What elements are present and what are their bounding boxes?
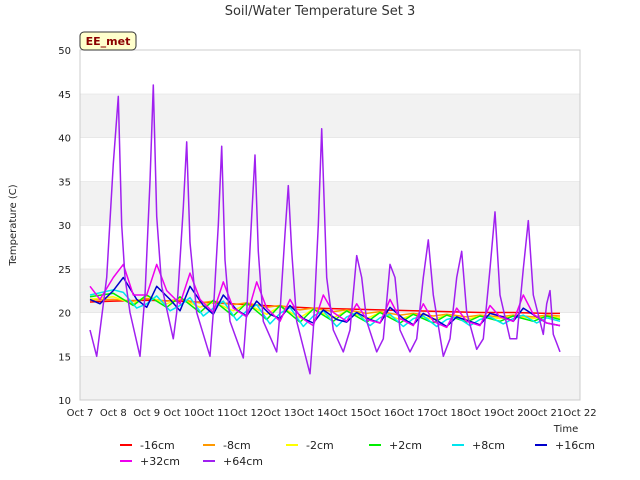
series-line-plus64cm [89, 84, 561, 375]
x-tick-label: Oct 10 [163, 408, 196, 419]
grid-bands [80, 49, 580, 400]
x-tick-label: Oct 12 [230, 408, 263, 419]
y-tick-label: 25 [58, 265, 71, 276]
station-label: EE_met [86, 35, 131, 48]
y-tick-label: 35 [58, 177, 71, 188]
x-tick-label: Oct 7 [67, 408, 94, 419]
x-tick-label: Oct 22 [563, 408, 596, 419]
x-tick-label: Oct 19 [463, 408, 496, 419]
y-axis-ticks: 10 15 20 25 30 35 40 45 50 [58, 46, 71, 407]
legend-label: -16cm [140, 439, 175, 452]
x-tick-label: Oct 18 [430, 408, 463, 419]
y-tick-label: 15 [58, 352, 71, 363]
legend-label: +2cm [389, 439, 422, 452]
x-tick-label: Oct 20 [497, 408, 530, 419]
legend-label: +8cm [472, 439, 505, 452]
y-tick-label: 40 [58, 134, 71, 145]
x-tick-label: Oct 8 [100, 408, 127, 419]
x-tick-label: Oct 16 [363, 408, 396, 419]
x-tick-label: Oct 17 [397, 408, 430, 419]
legend: -16cm -8cm -2cm +2cm +8cm +16cm +32cm +64cm [120, 439, 595, 468]
x-axis-ticks: Oct 7 Oct 8 Oct 9 Oct 10 Oct 11 Oct 12 Oct 13 O… [67, 408, 597, 419]
grid-band [80, 50, 580, 94]
x-tick-label: Oct 9 [133, 408, 160, 419]
x-tick-label: Oct 21 [530, 408, 563, 419]
x-tick-label: Oct 14 [297, 408, 330, 419]
legend-label: +64cm [223, 455, 263, 468]
y-tick-label: 45 [58, 90, 71, 101]
grid-band [80, 93, 580, 138]
grid-band [80, 225, 580, 269]
chart-title: Soil/Water Temperature Set 3 [225, 4, 416, 19]
legend-item: +2cm [369, 439, 422, 452]
x-axis-title: Time [553, 424, 578, 435]
legend-item: +32cm [120, 455, 180, 468]
y-tick-label: 50 [58, 46, 71, 57]
legend-label: -2cm [306, 439, 334, 452]
station-label-box: EE_met [79, 31, 137, 51]
legend-label: -8cm [223, 439, 251, 452]
grid-band [80, 137, 580, 182]
x-tick-label: Oct 11 [197, 408, 230, 419]
y-axis-title: Temperature (C) [8, 184, 19, 266]
legend-item: -8cm [203, 439, 251, 452]
grid-band [80, 181, 580, 225]
legend-item: -2cm [286, 439, 334, 452]
legend-item: -16cm [120, 439, 175, 452]
series-layer [89, 84, 561, 375]
y-tick-label: 20 [58, 309, 71, 320]
series-line-plus8cm [89, 289, 561, 328]
y-tick-label: 30 [58, 221, 71, 232]
y-tick-label: 10 [58, 396, 71, 407]
legend-label: +32cm [140, 455, 180, 468]
legend-item: +16cm [535, 439, 595, 452]
legend-label: +16cm [555, 439, 595, 452]
legend-item: +64cm [203, 455, 263, 468]
grid-band [80, 356, 580, 400]
x-tick-label: Oct 15 [330, 408, 363, 419]
x-tick-label: Oct 13 [263, 408, 296, 419]
legend-item: +8cm [452, 439, 505, 452]
plot-area-border [79, 49, 581, 401]
series-line-plus32cm [89, 263, 561, 329]
